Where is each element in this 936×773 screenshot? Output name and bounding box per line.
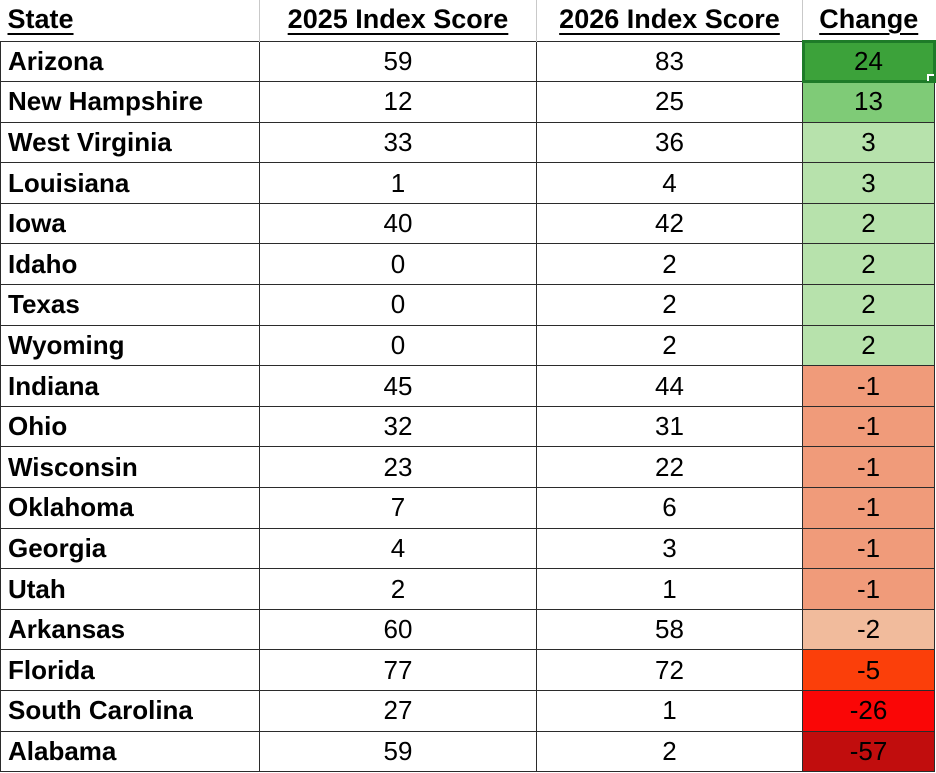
score-2026-cell[interactable]: 2 — [536, 284, 803, 326]
change-cell[interactable]: -57 — [802, 730, 935, 773]
score-2025-cell[interactable]: 4 — [259, 527, 537, 570]
state-cell[interactable]: Wyoming — [0, 324, 260, 367]
change-cell[interactable]: -2 — [802, 608, 935, 651]
score-2026-cell[interactable]: 31 — [536, 405, 803, 448]
score-2026-cell[interactable]: 36 — [536, 121, 803, 164]
score-2025-cell[interactable]: 0 — [259, 243, 537, 286]
change-cell[interactable]: -1 — [802, 405, 935, 448]
state-cell[interactable]: Iowa — [0, 202, 260, 245]
state-cell[interactable]: Georgia — [0, 527, 260, 570]
table-row: Louisiana 1 4 3 — [0, 162, 935, 204]
table-body: Arizona 59 83 24 New Hampshire 12 25 13 … — [0, 40, 936, 773]
state-cell[interactable]: Indiana — [0, 365, 260, 407]
state-cell[interactable]: Alabama — [0, 730, 260, 773]
score-2025-cell[interactable]: 0 — [259, 284, 537, 326]
change-cell[interactable]: -26 — [802, 690, 935, 732]
change-cell[interactable]: 2 — [802, 202, 935, 245]
change-cell[interactable]: -5 — [802, 649, 935, 691]
state-cell[interactable]: Florida — [0, 649, 260, 691]
score-2026-cell[interactable]: 58 — [536, 608, 803, 651]
table-row: Alabama 59 2 -57 — [0, 730, 935, 773]
state-cell[interactable]: Texas — [0, 284, 260, 326]
score-2025-cell[interactable]: 45 — [259, 365, 537, 407]
state-cell[interactable]: South Carolina — [0, 690, 260, 732]
score-2025-cell[interactable]: 12 — [259, 81, 537, 123]
score-2025-cell[interactable]: 23 — [259, 446, 537, 489]
column-header-2026-index-score[interactable]: 2026 Index Score — [536, 0, 803, 41]
score-2025-cell[interactable]: 0 — [259, 324, 537, 367]
score-2026-cell[interactable]: 25 — [536, 81, 803, 123]
change-cell[interactable]: 13 — [802, 81, 935, 123]
score-2026-cell[interactable]: 2 — [536, 730, 803, 773]
state-cell[interactable]: Arkansas — [0, 608, 260, 651]
state-cell[interactable]: Louisiana — [0, 162, 260, 204]
score-2025-cell[interactable]: 7 — [259, 487, 537, 529]
change-cell[interactable]: -1 — [802, 487, 935, 529]
score-2026-cell[interactable]: 83 — [536, 40, 803, 83]
score-2026-cell[interactable]: 2 — [536, 243, 803, 286]
score-2026-cell[interactable]: 1 — [536, 690, 803, 732]
score-2026-cell[interactable]: 1 — [536, 568, 803, 610]
table-row: Ohio 32 31 -1 — [0, 405, 935, 448]
score-2025-cell[interactable]: 60 — [259, 608, 537, 651]
score-2025-cell[interactable]: 33 — [259, 121, 537, 164]
table-row: Indiana 45 44 -1 — [0, 365, 935, 407]
change-cell[interactable]: 3 — [802, 162, 935, 204]
table-row: New Hampshire 12 25 13 — [0, 81, 935, 123]
table-row: Iowa 40 42 2 — [0, 202, 935, 245]
table-row: Arkansas 60 58 -2 — [0, 608, 935, 651]
score-2026-cell[interactable]: 42 — [536, 202, 803, 245]
score-2026-cell[interactable]: 22 — [536, 446, 803, 489]
table-row: Georgia 4 3 -1 — [0, 527, 935, 570]
score-2025-cell[interactable]: 27 — [259, 690, 537, 732]
change-cell[interactable]: -1 — [802, 527, 935, 570]
column-header-2025-index-score[interactable]: 2025 Index Score — [259, 0, 537, 41]
score-2026-cell[interactable]: 6 — [536, 487, 803, 529]
table-row: Arizona 59 83 24 — [0, 40, 936, 83]
header-row: State 2025 Index Score 2026 Index Score … — [0, 0, 935, 41]
score-2025-cell[interactable]: 77 — [259, 649, 537, 691]
change-cell[interactable]: -1 — [802, 568, 935, 610]
state-cell[interactable]: Idaho — [0, 243, 260, 286]
table-row: Utah 2 1 -1 — [0, 568, 935, 610]
table-row: South Carolina 27 1 -26 — [0, 690, 935, 732]
score-2026-cell[interactable]: 44 — [536, 365, 803, 407]
score-2026-cell[interactable]: 2 — [536, 324, 803, 367]
table-row: Wisconsin 23 22 -1 — [0, 446, 935, 489]
state-cell[interactable]: Wisconsin — [0, 446, 260, 489]
score-2025-cell[interactable]: 2 — [259, 568, 537, 610]
score-2026-cell[interactable]: 72 — [536, 649, 803, 691]
table-row: Idaho 0 2 2 — [0, 243, 935, 286]
state-cell[interactable]: Arizona — [0, 40, 260, 83]
state-cell[interactable]: Oklahoma — [0, 487, 260, 529]
score-2026-cell[interactable]: 3 — [536, 527, 803, 570]
change-cell[interactable]: -1 — [802, 365, 935, 407]
change-cell[interactable]: 3 — [802, 121, 935, 164]
score-2026-cell[interactable]: 4 — [536, 162, 803, 204]
change-cell[interactable]: 2 — [802, 284, 935, 326]
table-header: State 2025 Index Score 2026 Index Score … — [0, 0, 935, 41]
table-row: West Virginia 33 36 3 — [0, 121, 935, 164]
score-2025-cell[interactable]: 1 — [259, 162, 537, 204]
column-header-change[interactable]: Change — [802, 0, 935, 41]
change-cell[interactable]: -1 — [802, 446, 935, 489]
state-cell[interactable]: Ohio — [0, 405, 260, 448]
state-cell[interactable]: New Hampshire — [0, 81, 260, 123]
table-row: Texas 0 2 2 — [0, 284, 935, 326]
state-cell[interactable]: West Virginia — [0, 121, 260, 164]
score-2025-cell[interactable]: 59 — [259, 40, 537, 83]
change-cell-selected[interactable]: 24 — [801, 40, 936, 83]
table-row: Wyoming 0 2 2 — [0, 324, 935, 367]
score-2025-cell[interactable]: 40 — [259, 202, 537, 245]
change-cell[interactable]: 2 — [802, 324, 935, 367]
table-row: Florida 77 72 -5 — [0, 649, 935, 691]
score-2025-cell[interactable]: 59 — [259, 730, 537, 773]
table-row: Oklahoma 7 6 -1 — [0, 487, 935, 529]
change-cell[interactable]: 2 — [802, 243, 935, 286]
state-cell[interactable]: Utah — [0, 568, 260, 610]
column-header-state[interactable]: State — [0, 0, 260, 41]
score-2025-cell[interactable]: 32 — [259, 405, 537, 448]
